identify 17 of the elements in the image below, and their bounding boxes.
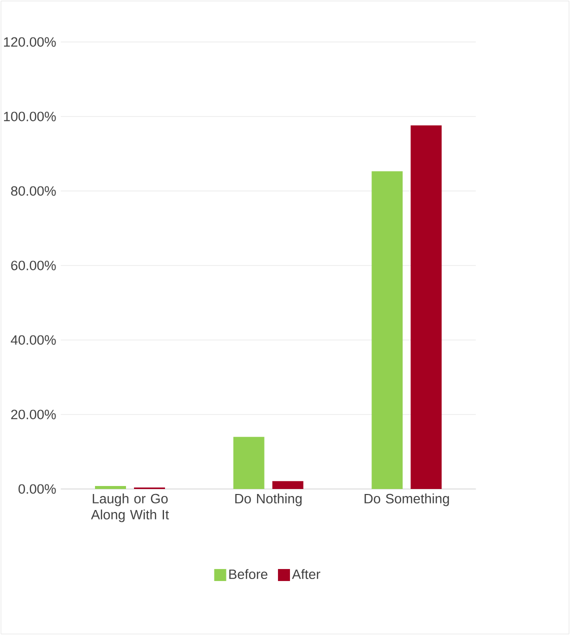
bar	[95, 486, 126, 489]
y-tick-label: 80.00%	[11, 186, 56, 196]
legend-label: Before	[229, 569, 268, 580]
x-tick-label: Do Nothing	[235, 494, 302, 506]
y-tick-label: 120.00%	[4, 37, 56, 47]
legend-label: After	[292, 569, 320, 580]
bar	[372, 171, 403, 489]
y-tick-label: 100.00%	[4, 112, 56, 122]
y-tick-label: 40.00%	[10, 335, 56, 345]
bar	[233, 436, 264, 489]
bar	[410, 125, 442, 489]
x-tick-label: Laugh or Go Along With It	[91, 494, 169, 522]
y-tick-label: 20.00%	[11, 410, 56, 420]
y-tick-label: 0.00%	[18, 484, 56, 494]
bar	[272, 481, 304, 489]
x-tick-label: Do Something	[364, 494, 449, 506]
y-tick-label: 60.00%	[11, 260, 56, 270]
